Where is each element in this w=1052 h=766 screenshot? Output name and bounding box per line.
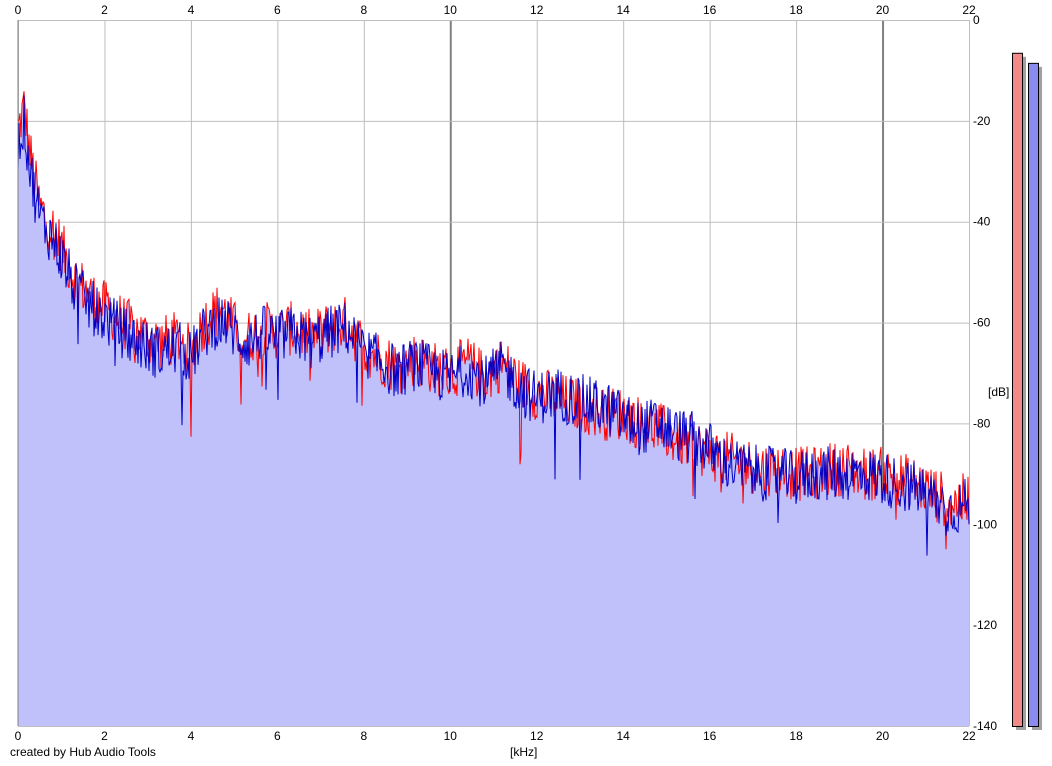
x-tick-label-top-2: 2 bbox=[101, 3, 108, 17]
tick-labels: 002244668810101212141416161818202022220-… bbox=[15, 3, 998, 743]
level-meters bbox=[1012, 52, 1042, 731]
x-tick-label-top-22: 22 bbox=[962, 3, 976, 17]
x-tick-label-bottom-4: 4 bbox=[188, 729, 195, 743]
x-tick-label-top-14: 14 bbox=[617, 3, 631, 17]
x-tick-label-top-4: 4 bbox=[188, 3, 195, 17]
y-tick-label-60: -60 bbox=[973, 316, 991, 330]
x-tick-label-bottom-16: 16 bbox=[703, 729, 717, 743]
x-tick-label-bottom-12: 12 bbox=[530, 729, 544, 743]
y-tick-label-40: -40 bbox=[973, 215, 991, 229]
x-tick-label-top-8: 8 bbox=[360, 3, 367, 17]
x-tick-label-top-6: 6 bbox=[274, 3, 281, 17]
x-tick-label-bottom-10: 10 bbox=[444, 729, 458, 743]
x-tick-label-top-12: 12 bbox=[530, 3, 544, 17]
x-tick-label-bottom-2: 2 bbox=[101, 729, 108, 743]
x-tick-label-top-10: 10 bbox=[444, 3, 458, 17]
x-tick-label-bottom-0: 0 bbox=[15, 729, 22, 743]
y-axis-unit-label: [dB] bbox=[988, 385, 1009, 399]
x-tick-label-bottom-8: 8 bbox=[360, 729, 367, 743]
left-level-meter bbox=[1012, 52, 1023, 728]
x-tick-label-bottom-6: 6 bbox=[274, 729, 281, 743]
x-tick-label-top-0: 0 bbox=[15, 3, 22, 17]
y-tick-label-140: -140 bbox=[973, 719, 997, 733]
x-tick-label-bottom-14: 14 bbox=[617, 729, 631, 743]
x-tick-label-bottom-20: 20 bbox=[876, 729, 890, 743]
x-tick-label-bottom-22: 22 bbox=[962, 729, 976, 743]
x-axis-unit-label: [kHz] bbox=[510, 745, 537, 759]
y-tick-label-120: -120 bbox=[973, 618, 997, 632]
x-tick-label-bottom-18: 18 bbox=[789, 729, 803, 743]
y-tick-label-80: -80 bbox=[973, 416, 991, 430]
right-channel-trace bbox=[17, 95, 970, 556]
spectrum-area-fill bbox=[18, 91, 969, 727]
y-tick-label-0: 0 bbox=[973, 13, 980, 27]
x-tick-label-top-18: 18 bbox=[789, 3, 803, 17]
x-tick-label-top-20: 20 bbox=[876, 3, 890, 17]
x-tick-label-top-16: 16 bbox=[703, 3, 717, 17]
y-tick-label-20: -20 bbox=[973, 114, 991, 128]
credit-text: created by Hub Audio Tools bbox=[10, 745, 156, 759]
y-tick-label-100: -100 bbox=[973, 517, 997, 531]
right-level-meter bbox=[1028, 62, 1039, 728]
